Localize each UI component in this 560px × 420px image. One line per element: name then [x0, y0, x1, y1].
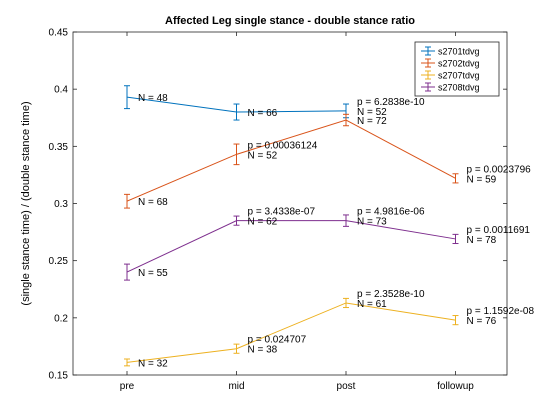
- n-label: N = 52: [248, 150, 278, 161]
- legend-label: s2702tdvg: [438, 59, 480, 69]
- legend-entry: s2701tdvg: [421, 46, 480, 57]
- legend-label: s2707tdvg: [438, 71, 480, 81]
- n-label: N = 76: [467, 316, 497, 327]
- y-axis: 0.15 0.2 0.25 0.3 0.35 0.4 0.45: [49, 28, 507, 382]
- legend-label: s2701tdvg: [438, 47, 480, 57]
- series-s2702tdvg: N = 68 N = 52p = 0.00036124 N = 72 N = 59p …: [124, 113, 532, 209]
- legend-label: s2708tdvg: [438, 83, 480, 93]
- series-s2708tdvg: N = 55 N = 62p = 3.4338e-07 N = 73p = 4.98…: [124, 207, 531, 281]
- chart-title: Affected Leg single stance - double stan…: [165, 15, 415, 27]
- p-label: p = 0.0023796: [467, 164, 532, 175]
- p-label: p = 0.0011691: [467, 225, 531, 236]
- legend-entry: s2707tdvg: [421, 70, 480, 81]
- series-line: [126, 220, 456, 273]
- n-label: N = 73: [357, 217, 387, 228]
- x-tick-label: followup: [437, 381, 474, 392]
- n-label: N = 55: [138, 268, 168, 279]
- series-layer: N = 48N = 66 N = 52p = 6.2838e-10N = 68N …: [124, 85, 534, 369]
- n-label: N = 59: [467, 174, 497, 185]
- x-tick-label: mid: [228, 381, 244, 392]
- p-label: p = 6.2838e-10: [357, 97, 425, 108]
- n-label: N = 66: [248, 108, 278, 119]
- x-axis: pre mid post followup: [120, 32, 474, 392]
- y-tick-label: 0.35: [49, 142, 69, 153]
- x-tick-label: pre: [120, 381, 135, 392]
- y-tick-label: 0.25: [49, 256, 69, 267]
- n-label: N = 48: [138, 93, 168, 104]
- n-label: N = 61: [357, 299, 387, 310]
- y-axis-label: (single stance time) / (double stance ti…: [20, 101, 32, 305]
- p-label: p = 0.00036124: [248, 140, 318, 151]
- y-tick-label: 0.3: [54, 199, 68, 210]
- y-tick-label: 0.45: [49, 28, 69, 39]
- y-tick-label: 0.4: [54, 85, 68, 96]
- n-label: N = 32: [138, 358, 168, 369]
- n-label: N = 78: [467, 235, 497, 246]
- p-label: p = 2.3528e-10: [357, 289, 425, 300]
- p-label: p = 4.9816e-06: [357, 207, 425, 218]
- n-label: N = 38: [248, 345, 278, 356]
- n-label: N = 62: [248, 217, 278, 228]
- p-label: p = 3.4338e-07: [248, 207, 316, 218]
- series-line: [126, 119, 456, 202]
- n-label: N = 52: [357, 107, 387, 118]
- legend: s2701tdvg s2702tdvg s2707tdvg s2708tdvg: [414, 41, 500, 97]
- p-label: p = 0.024707: [248, 335, 307, 346]
- x-tick-label: post: [337, 381, 356, 392]
- p-label: p = 1.1592e-08: [467, 306, 535, 317]
- n-label: N = 72: [357, 116, 387, 127]
- y-tick-label: 0.15: [49, 371, 69, 382]
- legend-entry: s2702tdvg: [421, 58, 480, 69]
- y-tick-label: 0.2: [54, 313, 68, 324]
- series-s2701tdvg: N = 48 N = 66 N = 52p = 6.2838e-10: [124, 85, 425, 121]
- n-label: N = 68: [138, 197, 168, 208]
- legend-entry: s2708tdvg: [421, 82, 480, 93]
- series-s2707tdvg: N = 32 N = 38p = 0.024707 N = 61p = 2.3528…: [124, 289, 534, 369]
- series-line: [126, 302, 456, 363]
